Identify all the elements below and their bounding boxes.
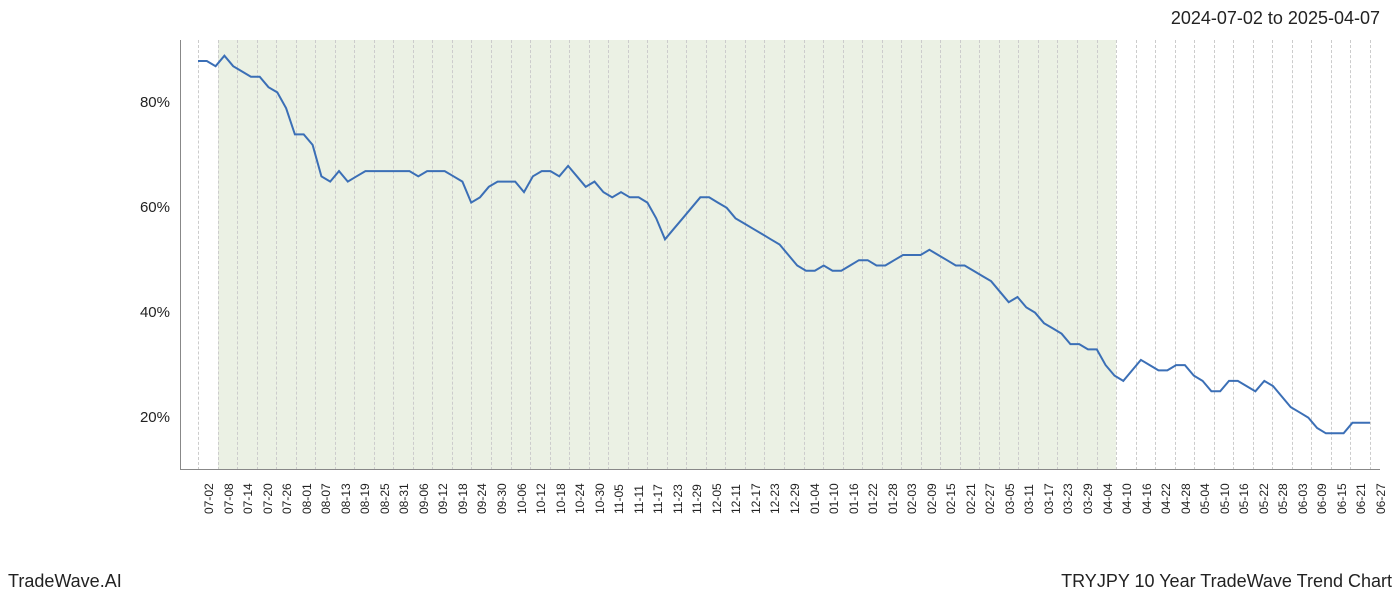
- x-tick-label: 08-01: [300, 483, 314, 514]
- x-tick-label: 10-06: [515, 483, 529, 514]
- x-tick-label: 02-03: [905, 483, 919, 514]
- x-tick-label: 01-16: [847, 483, 861, 514]
- x-tick-label: 11-17: [651, 484, 665, 514]
- x-tick-label: 11-23: [671, 484, 685, 514]
- x-tick-label: 06-21: [1354, 483, 1368, 514]
- x-tick-label: 10-30: [593, 483, 607, 514]
- x-tick-label: 12-17: [749, 483, 763, 514]
- x-tick-label: 03-05: [1003, 483, 1017, 514]
- y-tick-label: 40%: [110, 304, 170, 321]
- footer-brand: TradeWave.AI: [8, 571, 122, 592]
- x-tick-label: 11-05: [612, 484, 626, 514]
- y-tick-label: 60%: [110, 199, 170, 216]
- x-tick-label: 05-10: [1218, 483, 1232, 514]
- x-tick-label: 01-10: [827, 483, 841, 514]
- x-tick-label: 10-12: [534, 483, 548, 514]
- x-tick-label: 07-08: [222, 483, 236, 514]
- x-tick-label: 10-18: [554, 483, 568, 514]
- x-tick-label: 12-23: [768, 483, 782, 514]
- x-tick-label: 02-21: [964, 483, 978, 514]
- x-tick-label: 11-29: [690, 484, 704, 514]
- x-tick-label: 05-16: [1237, 483, 1251, 514]
- x-tick-label: 09-24: [475, 483, 489, 514]
- x-tick-label: 08-19: [358, 483, 372, 514]
- x-tick-label: 08-13: [339, 483, 353, 514]
- y-tick-label: 80%: [110, 94, 170, 111]
- x-tick-label: 04-28: [1179, 483, 1193, 514]
- x-tick-label: 02-27: [983, 483, 997, 514]
- x-tick-label: 07-20: [261, 483, 275, 514]
- plot-region: [180, 40, 1380, 470]
- x-tick-label: 07-26: [280, 483, 294, 514]
- x-tick-label: 09-18: [456, 483, 470, 514]
- plot-border: [180, 40, 1380, 470]
- x-tick-label: 09-30: [495, 483, 509, 514]
- x-tick-label: 01-04: [808, 483, 822, 514]
- x-tick-label: 12-05: [710, 483, 724, 514]
- x-tick-label: 09-12: [436, 483, 450, 514]
- x-tick-label: 04-10: [1120, 483, 1134, 514]
- x-tick-label: 06-09: [1315, 483, 1329, 514]
- x-tick-label: 06-15: [1335, 483, 1349, 514]
- x-tick-label: 04-16: [1140, 483, 1154, 514]
- footer-title: TRYJPY 10 Year TradeWave Trend Chart: [1061, 571, 1392, 592]
- x-tick-label: 03-11: [1022, 484, 1036, 514]
- x-tick-label: 06-27: [1374, 483, 1388, 514]
- x-tick-label: 12-29: [788, 483, 802, 514]
- x-tick-label: 02-09: [925, 483, 939, 514]
- x-tick-label: 03-23: [1061, 483, 1075, 514]
- x-tick-label: 01-22: [866, 483, 880, 514]
- x-tick-label: 12-11: [729, 484, 743, 514]
- x-tick-label: 07-14: [241, 483, 255, 514]
- x-tick-label: 05-04: [1198, 483, 1212, 514]
- x-tick-label: 02-15: [944, 483, 958, 514]
- x-tick-label: 05-22: [1257, 483, 1271, 514]
- y-tick-label: 20%: [110, 409, 170, 426]
- date-range-label: 2024-07-02 to 2025-04-07: [1171, 8, 1380, 29]
- x-tick-label: 10-24: [573, 483, 587, 514]
- x-tick-label: 08-07: [319, 483, 333, 514]
- x-tick-label: 01-28: [886, 483, 900, 514]
- chart-container: 20% 40% 60% 80% 07-02 07-08 07-14 07-20 07-26 08…: [0, 40, 1400, 520]
- x-tick-label: 11-11: [632, 485, 646, 514]
- x-tick-label: 03-29: [1081, 483, 1095, 514]
- x-tick-label: 03-17: [1042, 483, 1056, 514]
- x-tick-label: 04-22: [1159, 483, 1173, 514]
- x-tick-label: 09-06: [417, 483, 431, 514]
- x-tick-label: 06-03: [1296, 483, 1310, 514]
- x-tick-label: 07-02: [202, 483, 216, 514]
- x-tick-label: 08-31: [397, 483, 411, 514]
- x-tick-label: 08-25: [378, 483, 392, 514]
- x-tick-label: 05-28: [1276, 483, 1290, 514]
- x-tick-label: 04-04: [1101, 483, 1115, 514]
